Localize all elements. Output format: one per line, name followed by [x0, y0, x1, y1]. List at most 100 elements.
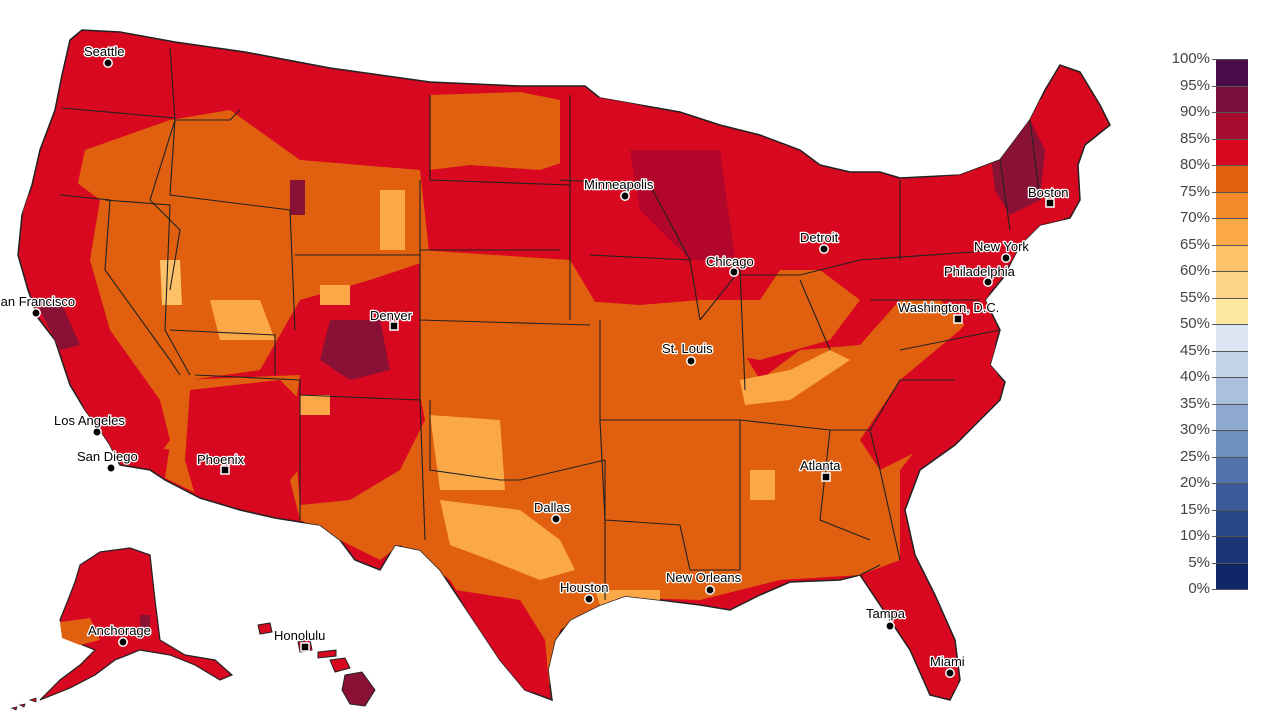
city-label: Tampa [866, 606, 906, 621]
hawaii-maui [329, 657, 351, 673]
city-denver[interactable]: Denver [369, 307, 414, 331]
legend-tick-line [1212, 536, 1248, 537]
city-phoenix[interactable]: Phoenix [196, 451, 246, 475]
city-san-francisco[interactable]: San Francisco [0, 293, 76, 318]
legend-swatch [1216, 324, 1248, 351]
city-label: Washington, D.C. [898, 300, 999, 315]
state-borders [59, 47, 1041, 600]
city-anchorage[interactable]: Anchorage [87, 622, 152, 647]
city-philadelphia[interactable]: Philadelphia [943, 263, 1017, 287]
city-marker-icon [220, 465, 230, 475]
region-new-mexico-red [295, 390, 425, 505]
city-label: New Orleans [666, 570, 742, 585]
hawaii-kauai [257, 622, 273, 635]
city-dallas[interactable]: Dallas [533, 499, 572, 524]
city-marker-icon [31, 308, 41, 318]
legend-tick-label: 100% [1171, 50, 1210, 67]
legend-tick-label: 65% [1179, 235, 1210, 253]
city-minneapolis[interactable]: Minneapolis [583, 176, 655, 201]
legend-tick-label: 45% [1179, 341, 1210, 359]
legend-swatch [1216, 218, 1248, 245]
legend-tick-line [1212, 324, 1248, 325]
legend-tick-label: 20% [1179, 474, 1210, 491]
city-label: Boston [1028, 185, 1068, 200]
legend-tick-line [1212, 377, 1248, 378]
legend-tick-line [1212, 112, 1248, 113]
aleutian-islands [10, 697, 37, 711]
legend-swatch [1216, 377, 1248, 404]
city-tampa[interactable]: Tampa [865, 605, 907, 631]
city-detroit[interactable]: Detroit [799, 229, 840, 254]
legend-tick-label: 5% [1188, 553, 1210, 571]
legend-tick-line [1212, 430, 1248, 431]
city-chicago[interactable]: Chicago [705, 253, 755, 277]
legend-swatch [1216, 271, 1248, 298]
light-colorado-plains [320, 285, 350, 305]
city-miami[interactable]: Miami [929, 653, 966, 678]
region-florida-red [890, 570, 960, 690]
city-marker-icon [620, 191, 630, 201]
city-atlanta[interactable]: Atlanta [799, 457, 843, 482]
legend-swatch [1216, 509, 1248, 536]
city-houston[interactable]: Houston [559, 579, 610, 604]
legend-swatch [1216, 191, 1248, 218]
light-alabama [750, 470, 775, 500]
legend-swatch [1216, 165, 1248, 192]
city-label: Detroit [800, 230, 839, 245]
city-marker-icon [705, 585, 715, 595]
legend-tick-line [1212, 562, 1248, 564]
alaska-dark-area [140, 615, 150, 628]
legend-tick-label: 25% [1179, 447, 1210, 465]
hawaii-molokai [317, 649, 337, 659]
city-label: Chicago [706, 254, 754, 269]
legend-tick-label: 90% [1179, 103, 1210, 120]
region-pacific-coast [22, 170, 170, 468]
city-marker-icon [300, 642, 310, 652]
hotspot-montana [290, 180, 305, 215]
city-marker-icon [551, 514, 561, 524]
legend-swatch [1216, 430, 1248, 457]
legend-tick-label: 55% [1179, 288, 1210, 306]
legend-swatch [1216, 483, 1248, 510]
legend-swatch [1216, 456, 1248, 483]
city-label: Dallas [534, 500, 571, 515]
city-label: Seattle [84, 44, 124, 59]
legend-tick-label: 50% [1179, 315, 1210, 332]
legend-tick-label: 35% [1179, 394, 1210, 412]
light-central-texas [440, 500, 575, 580]
city-new-york[interactable]: New York [973, 238, 1031, 263]
city-label: Anchorage [88, 623, 151, 638]
city-label: Denver [370, 308, 413, 323]
legend-tick-label: 0% [1188, 580, 1210, 597]
city-honolulu[interactable]: Honolulu [273, 627, 327, 652]
legend-tick-line [1212, 218, 1248, 219]
legend-tick-label: 60% [1179, 262, 1210, 279]
legend-tick-label: 85% [1179, 129, 1210, 147]
city-new-orleans[interactable]: New Orleans [665, 569, 743, 595]
city-seattle[interactable]: Seattle [83, 43, 126, 68]
legend-tick-label: 95% [1179, 76, 1210, 94]
legend-tick-line [1212, 403, 1248, 405]
legend-swatch [1216, 244, 1248, 271]
legend-tick-line [1212, 350, 1248, 352]
city-boston[interactable]: Boston [1027, 184, 1070, 208]
city-san-diego[interactable]: San Diego [76, 448, 139, 473]
region-midwest-orange [570, 270, 860, 360]
hotspot-bay-area [35, 300, 80, 350]
legend-swatch [1216, 403, 1248, 430]
legend-tick-line [1212, 509, 1248, 511]
city-label: Houston [560, 580, 608, 595]
city-label: Phoenix [197, 452, 244, 467]
legend-tick-label: 10% [1179, 527, 1210, 544]
city-marker-icon [1045, 198, 1055, 208]
legend-tick-label: 40% [1179, 368, 1210, 385]
city-label: Miami [930, 654, 965, 669]
city-marker-icon [118, 637, 128, 647]
city-los-angeles[interactable]: Los Angeles [53, 412, 127, 437]
city-st-louis[interactable]: St. Louis [661, 340, 714, 366]
city-label: Atlanta [800, 458, 841, 473]
city-washington-dc[interactable]: Washington, D.C. [897, 299, 1001, 324]
legend-tick-label: 80% [1179, 156, 1210, 173]
city-label: St. Louis [662, 341, 713, 356]
legend-swatch [1216, 138, 1248, 165]
